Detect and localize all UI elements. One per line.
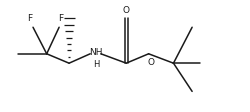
Text: F: F: [58, 14, 63, 23]
Text: O: O: [147, 58, 154, 67]
Text: F: F: [27, 14, 32, 23]
Text: H: H: [93, 60, 99, 69]
Text: O: O: [123, 6, 130, 15]
Text: NH: NH: [89, 48, 103, 57]
